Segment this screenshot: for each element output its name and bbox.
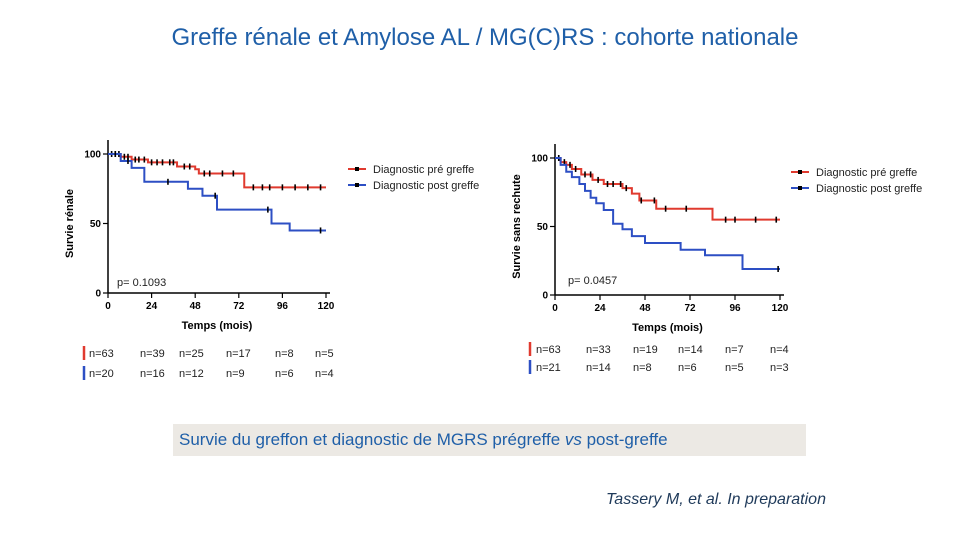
risk-count: n=9 (226, 368, 245, 380)
risk-count: n=6 (275, 368, 294, 380)
risk-count: n=14 (678, 344, 703, 356)
x-tick-label: 48 (190, 301, 202, 312)
citation: Tassery M, et al. In preparation (606, 491, 826, 508)
risk-count: n=14 (586, 362, 611, 374)
risk-count: n=25 (179, 348, 204, 360)
risk-count: n=5 (315, 348, 334, 360)
risk-count: n=7 (725, 344, 744, 356)
risk-count: n=4 (315, 368, 334, 380)
risk-count: n=20 (89, 368, 114, 380)
risk-count: n=6 (678, 362, 697, 374)
slide-title: Greffe rénale et Amylose AL / MG(C)RS : … (171, 24, 799, 51)
caption-vs: vs (564, 430, 582, 449)
risk-count: n=17 (226, 348, 251, 360)
y-tick-label: 100 (84, 150, 101, 161)
legend-label: Diagnostic pré greffe (373, 164, 474, 176)
km-chart-2: 0 50 100 0 24 48 72 96 120 Temps (mois) Survie san… (511, 144, 922, 374)
legend-label: Diagnostic post greffe (816, 183, 922, 195)
risk-count: n=63 (89, 348, 114, 360)
risk-count: n=12 (179, 368, 204, 380)
risk-count: n=16 (140, 368, 165, 380)
legend-marker (355, 183, 359, 187)
legend-label: Diagnostic post greffe (373, 180, 479, 192)
x-tick-label: 24 (594, 303, 606, 314)
x-tick-label: 0 (552, 303, 558, 314)
legend-marker (798, 186, 802, 190)
legend-label: Diagnostic pré greffe (816, 167, 917, 179)
risk-count: n=3 (770, 362, 789, 374)
km-chart-1: 0 50 100 0 24 48 72 96 120 Temps (mois) Survie rén… (64, 140, 479, 380)
x-tick-label: 0 (105, 301, 111, 312)
x-tick-label: 96 (729, 303, 741, 314)
y-tick-label: 100 (531, 154, 548, 165)
risk-count: n=21 (536, 362, 561, 374)
p-value: p= 0.1093 (117, 277, 166, 289)
km-curve-pre (108, 153, 326, 189)
risk-count: n=4 (770, 344, 789, 356)
y-tick-label: 50 (537, 222, 549, 233)
x-tick-label: 72 (684, 303, 696, 314)
x-axis-label: Temps (mois) (632, 322, 703, 334)
risk-count: n=63 (536, 344, 561, 356)
risk-count: n=33 (586, 344, 611, 356)
x-tick-label: 24 (146, 301, 158, 312)
x-tick-label: 120 (318, 301, 335, 312)
y-tick-label: 0 (542, 291, 548, 302)
risk-count: n=19 (633, 344, 658, 356)
km-curve-post (108, 153, 326, 232)
risk-count: n=8 (633, 362, 652, 374)
x-tick-label: 48 (639, 303, 651, 314)
risk-count: n=5 (725, 362, 744, 374)
x-tick-label: 120 (772, 303, 789, 314)
caption-prefix: Survie du greffon et diagnostic de MGRS … (179, 430, 565, 449)
legend-marker (798, 170, 802, 174)
legend-marker (355, 167, 359, 171)
x-tick-label: 72 (233, 301, 245, 312)
figure-caption: Survie du greffon et diagnostic de MGRS … (173, 424, 806, 456)
risk-count: n=39 (140, 348, 165, 360)
x-tick-label: 96 (277, 301, 289, 312)
km-curve-pre (555, 157, 780, 221)
caption-suffix: post-greffe (581, 430, 668, 449)
km-curve-post (555, 157, 780, 270)
x-axis-label: Temps (mois) (182, 320, 253, 332)
y-tick-label: 50 (90, 219, 102, 230)
p-value: p= 0.0457 (568, 275, 617, 287)
y-tick-label: 0 (95, 289, 101, 300)
y-axis-label: Survie rénale (64, 189, 76, 258)
y-axis-label: Survie sans rechute (511, 174, 523, 279)
risk-count: n=8 (275, 348, 294, 360)
